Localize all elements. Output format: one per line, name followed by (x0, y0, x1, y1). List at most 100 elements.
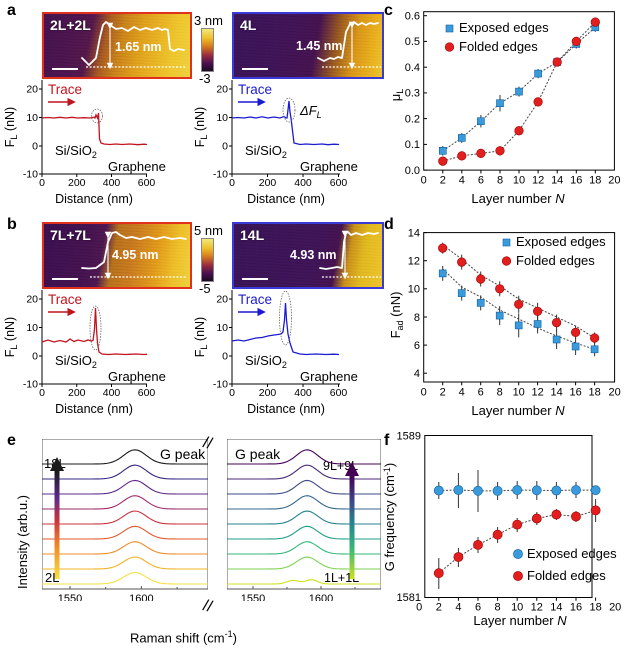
svg-text:10: 10 (216, 322, 228, 334)
svg-text:20: 20 (608, 175, 620, 187)
svg-text:10: 10 (26, 112, 38, 124)
svg-text:0: 0 (39, 387, 45, 399)
svg-text:400: 400 (294, 177, 312, 189)
svg-text:Exposed edges: Exposed edges (459, 20, 549, 35)
svg-text:20: 20 (609, 602, 621, 614)
svg-text:8: 8 (497, 387, 503, 399)
svg-text:600: 600 (330, 177, 348, 189)
svg-text:0: 0 (32, 351, 38, 363)
svg-text:4: 4 (414, 368, 420, 380)
svg-text:Layer number N: Layer number N (473, 613, 567, 628)
svg-text:400: 400 (103, 177, 121, 189)
svg-text:Graphene: Graphene (108, 369, 166, 384)
svg-text:Layer number N: Layer number N (471, 191, 565, 206)
svg-text:Si/SiO2: Si/SiO2 (55, 353, 97, 370)
svg-text:0: 0 (32, 141, 38, 153)
svg-text:2: 2 (440, 387, 446, 399)
svg-text:14: 14 (550, 602, 562, 614)
svg-text:ΔFL: ΔFL (299, 103, 322, 120)
svg-text:Exposed edges: Exposed edges (516, 234, 606, 249)
svg-text:0.1: 0.1 (405, 139, 420, 151)
svg-text:6: 6 (414, 340, 420, 352)
svg-text:Trace: Trace (48, 82, 82, 97)
svg-text:0: 0 (222, 141, 228, 153)
svg-text:14: 14 (551, 175, 563, 187)
svg-text:0.2: 0.2 (405, 113, 420, 125)
svg-text:0: 0 (229, 177, 235, 189)
svg-text:10: 10 (408, 284, 420, 296)
svg-text:FL (nN): FL (nN) (193, 317, 209, 357)
svg-text:400: 400 (294, 387, 312, 399)
svg-text:0: 0 (39, 177, 45, 189)
svg-text:-10: -10 (213, 169, 228, 181)
svg-text:16: 16 (569, 387, 581, 399)
svg-text:G peak: G peak (160, 446, 206, 462)
svg-text:6: 6 (478, 175, 484, 187)
svg-text:Folded edges: Folded edges (527, 568, 606, 583)
svg-text:FL (nN): FL (nN) (3, 107, 19, 147)
svg-text:8: 8 (414, 312, 420, 324)
svg-text:10: 10 (26, 322, 38, 334)
svg-text:-10: -10 (23, 169, 38, 181)
svg-text:Folded edges: Folded edges (516, 253, 595, 268)
svg-text:20: 20 (216, 84, 228, 96)
svg-text:600: 600 (138, 387, 156, 399)
svg-text:16: 16 (570, 175, 582, 187)
svg-text:200: 200 (259, 387, 277, 399)
svg-text:1589: 1589 (397, 431, 421, 443)
svg-text:Fad (nN): Fad (nN) (388, 292, 405, 339)
svg-text:1550: 1550 (241, 593, 265, 601)
svg-text:0: 0 (416, 602, 422, 614)
svg-text:14: 14 (408, 228, 420, 240)
svg-text:20: 20 (608, 387, 620, 399)
svg-text:16: 16 (570, 602, 582, 614)
svg-text:Distance (nm): Distance (nm) (55, 192, 133, 206)
svg-text:1600: 1600 (309, 593, 333, 601)
svg-text:Distance (nm): Distance (nm) (55, 402, 133, 416)
svg-text:0: 0 (421, 387, 427, 399)
svg-text:20: 20 (26, 84, 38, 96)
svg-text:Graphene: Graphene (108, 159, 166, 174)
svg-text:200: 200 (68, 177, 86, 189)
svg-text:1.65 nm: 1.65 nm (115, 40, 162, 54)
svg-text:Graphene: Graphene (300, 369, 358, 384)
svg-text:4.93 nm: 4.93 nm (290, 248, 337, 262)
svg-text:0: 0 (229, 387, 235, 399)
svg-text:4.95 nm: 4.95 nm (112, 248, 159, 262)
svg-text:Graphene: Graphene (300, 159, 358, 174)
svg-text:FL (nN): FL (nN) (3, 317, 19, 357)
svg-text:10: 10 (511, 602, 523, 614)
svg-text:14: 14 (550, 387, 562, 399)
svg-text:6: 6 (478, 387, 484, 399)
svg-text:1600: 1600 (129, 593, 153, 601)
svg-text:Folded edges: Folded edges (459, 39, 538, 54)
svg-text:Trace: Trace (238, 292, 272, 307)
svg-text:0.6: 0.6 (405, 11, 420, 23)
svg-text:-10: -10 (213, 379, 228, 391)
svg-text:200: 200 (68, 387, 86, 399)
svg-text:12: 12 (531, 602, 543, 614)
svg-text:20: 20 (216, 294, 228, 306)
svg-text:Layer number N: Layer number N (471, 403, 565, 418)
svg-text:4: 4 (459, 175, 465, 187)
svg-text:0: 0 (421, 175, 427, 187)
svg-text:18: 18 (589, 602, 601, 614)
svg-text:4: 4 (455, 602, 461, 614)
svg-text:20: 20 (26, 294, 38, 306)
svg-text:10: 10 (513, 387, 525, 399)
svg-text:0.3: 0.3 (405, 88, 420, 100)
svg-text:6: 6 (475, 602, 481, 614)
svg-text:0.4: 0.4 (405, 62, 420, 74)
svg-text:1.45 nm: 1.45 nm (296, 39, 343, 53)
svg-text:1550: 1550 (57, 593, 81, 601)
svg-text:G peak: G peak (235, 446, 281, 462)
svg-text:Si/SiO2: Si/SiO2 (245, 143, 287, 160)
svg-text:0.5: 0.5 (405, 36, 420, 48)
svg-text:FL (nN): FL (nN) (193, 107, 209, 147)
svg-text:10: 10 (216, 112, 228, 124)
svg-text:12: 12 (408, 256, 420, 268)
svg-text:Trace: Trace (48, 292, 82, 307)
svg-text:Distance (nm): Distance (nm) (247, 192, 325, 206)
svg-text:18: 18 (589, 175, 601, 187)
svg-text:-10: -10 (23, 379, 38, 391)
